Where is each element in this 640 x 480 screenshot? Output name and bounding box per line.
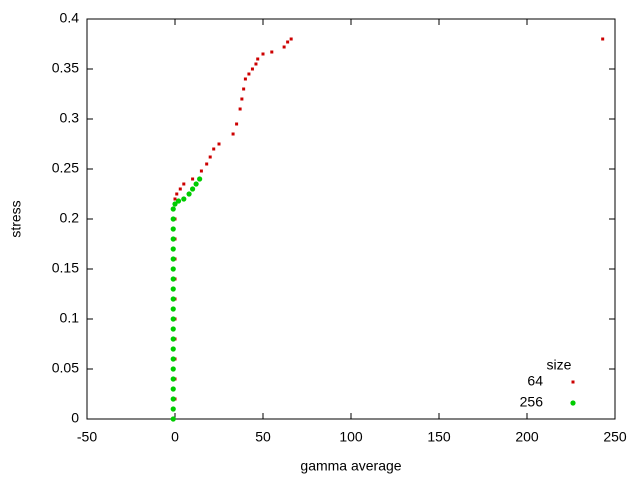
point [170, 366, 176, 372]
legend-label: 256 [520, 394, 544, 410]
point [170, 256, 176, 262]
y-tick-label: 0.3 [60, 110, 80, 126]
point [175, 192, 179, 196]
y-tick-label: 0.4 [60, 10, 80, 26]
point [170, 276, 176, 282]
legend-label: 64 [527, 373, 543, 389]
plot-frame [86, 18, 616, 420]
point [240, 97, 244, 101]
x-tick-label: 150 [427, 429, 451, 445]
x-tick-label: 50 [255, 429, 271, 445]
point [186, 191, 192, 197]
point [170, 346, 176, 352]
point [182, 182, 186, 186]
y-tick-label: 0 [71, 410, 79, 426]
point [170, 376, 176, 382]
y-tick-label: 0.05 [52, 360, 79, 376]
point [170, 356, 176, 362]
y-tick-label: 0.15 [52, 260, 79, 276]
point [170, 216, 176, 222]
y-tick-label: 0.1 [60, 310, 80, 326]
point [170, 306, 176, 312]
point [170, 406, 176, 412]
point [261, 52, 265, 56]
y-tick-label: 0.25 [52, 160, 79, 176]
x-tick-label: 200 [515, 429, 539, 445]
point [282, 45, 286, 49]
point [231, 132, 235, 136]
point [170, 226, 176, 232]
point [170, 286, 176, 292]
x-tick-label: 250 [603, 429, 627, 445]
point [250, 67, 254, 71]
point [170, 206, 176, 212]
point [173, 197, 177, 201]
x-tick-label: 0 [171, 429, 179, 445]
point [212, 147, 216, 151]
point [170, 326, 176, 332]
point [242, 87, 246, 91]
point [199, 169, 203, 173]
y-tick-label: 0.2 [60, 210, 80, 226]
point [170, 386, 176, 392]
point [601, 37, 605, 41]
x-tick-label: 100 [339, 429, 363, 445]
legend-marker [570, 400, 576, 406]
point [217, 142, 221, 146]
point [170, 416, 176, 422]
x-axis-label: gamma average [300, 458, 401, 474]
point [286, 40, 290, 44]
point [170, 296, 176, 302]
point [181, 196, 187, 202]
legend-title: size [547, 357, 572, 373]
point [256, 57, 260, 61]
point [170, 396, 176, 402]
point [208, 155, 212, 159]
point [243, 77, 247, 81]
point [170, 316, 176, 322]
point [191, 177, 195, 181]
point [172, 201, 178, 207]
point [170, 236, 176, 242]
point [205, 162, 209, 166]
point [170, 336, 176, 342]
point [190, 186, 196, 192]
point [254, 62, 258, 66]
point [270, 50, 274, 54]
point [247, 72, 251, 76]
y-tick-label: 0.35 [52, 60, 79, 76]
point [178, 187, 182, 191]
point [193, 181, 199, 187]
point [170, 246, 176, 252]
point [197, 176, 203, 182]
point [238, 107, 242, 111]
legend-marker [571, 380, 575, 384]
point [235, 122, 239, 126]
y-axis-label: stress [8, 200, 24, 237]
point [289, 37, 293, 41]
point [175, 198, 182, 204]
x-tick-label: -50 [77, 429, 97, 445]
point [170, 266, 176, 272]
